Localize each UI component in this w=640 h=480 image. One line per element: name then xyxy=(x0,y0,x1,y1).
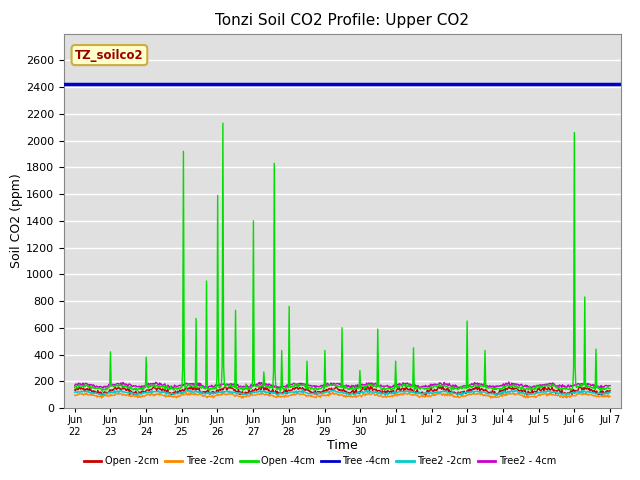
Legend: Open -2cm, Tree -2cm, Open -4cm, Tree -4cm, Tree2 -2cm, Tree2 - 4cm: Open -2cm, Tree -2cm, Open -4cm, Tree -4… xyxy=(80,453,560,470)
X-axis label: Time: Time xyxy=(327,439,358,452)
Y-axis label: Soil CO2 (ppm): Soil CO2 (ppm) xyxy=(10,173,23,268)
Title: Tonzi Soil CO2 Profile: Upper CO2: Tonzi Soil CO2 Profile: Upper CO2 xyxy=(216,13,469,28)
Text: TZ_soilco2: TZ_soilco2 xyxy=(75,48,144,61)
